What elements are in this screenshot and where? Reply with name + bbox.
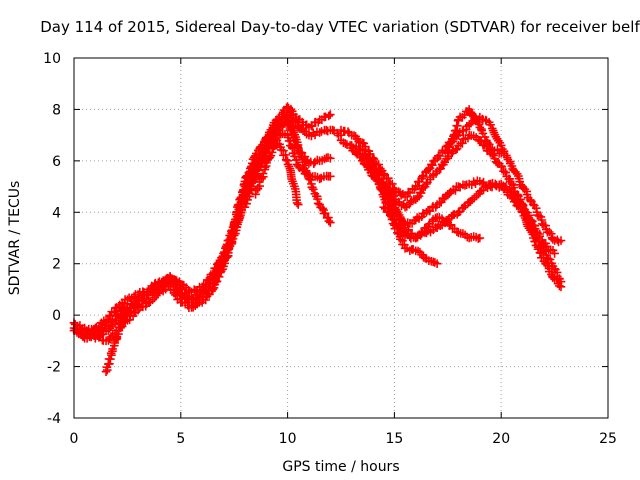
- data-point: [326, 171, 335, 181]
- x-tick-label: 20: [492, 431, 510, 447]
- data-point: [372, 170, 382, 179]
- series-track-7: [251, 135, 303, 209]
- data-point: [201, 295, 211, 305]
- data-point: [324, 216, 334, 226]
- data-point: [354, 137, 363, 146]
- y-tick-label: 6: [52, 154, 61, 170]
- data-point: [368, 159, 378, 168]
- data-point: [153, 289, 163, 298]
- data-point: [269, 131, 279, 140]
- data-point: [546, 229, 556, 239]
- data-point: [458, 139, 467, 148]
- data-point: [119, 313, 129, 322]
- data-point: [326, 110, 335, 119]
- data-point: [416, 188, 426, 198]
- series-track-14: [443, 105, 506, 158]
- data-point: [480, 132, 490, 142]
- data-point: [342, 140, 352, 149]
- data-point: [522, 190, 532, 199]
- data-point: [222, 253, 232, 262]
- data-point: [556, 282, 566, 292]
- data-point: [490, 154, 500, 163]
- y-tick-labels: -4 -2 0 2 4 6 8 10: [43, 51, 61, 427]
- data-point: [283, 112, 292, 122]
- data-point: [552, 275, 562, 285]
- data-point: [266, 135, 276, 144]
- data-point: [445, 142, 454, 152]
- data-point: [260, 163, 270, 172]
- data-point: [77, 325, 86, 334]
- data-point: [224, 244, 233, 254]
- series-track-5: [101, 308, 130, 377]
- y-tick-label: 4: [52, 205, 61, 221]
- data-point: [242, 199, 251, 209]
- data-point: [550, 249, 559, 258]
- y-tick-label: 8: [52, 102, 61, 118]
- data-point: [326, 218, 335, 227]
- data-point: [484, 140, 494, 149]
- data-point: [118, 316, 128, 325]
- y-tick-label: -4: [47, 411, 61, 427]
- series-track-6: [240, 112, 335, 227]
- x-tick-label: 10: [279, 431, 297, 447]
- data-point: [320, 208, 330, 218]
- x-tick-label: 5: [176, 431, 185, 447]
- data-point: [384, 206, 394, 216]
- data-point: [496, 141, 506, 150]
- y-axis-label: SDTVAR / TECUs: [7, 181, 23, 296]
- data-point: [364, 162, 374, 172]
- x-tick-label: 0: [70, 431, 79, 447]
- data-point: [214, 272, 224, 282]
- chart-title: Day 114 of 2015, Sidereal Day-to-day VTE…: [40, 18, 640, 36]
- data-point: [501, 168, 510, 177]
- y-tick-label: 10: [43, 51, 61, 67]
- y-tick-label: 0: [52, 308, 61, 324]
- data-point: [432, 259, 442, 269]
- data-point: [139, 295, 148, 305]
- data-point: [518, 207, 527, 217]
- data-point: [496, 148, 506, 158]
- data-point: [247, 182, 257, 191]
- data-points: [69, 102, 566, 377]
- series-track-8: [336, 112, 566, 247]
- data-point: [418, 172, 427, 182]
- plot-frame: [73, 57, 609, 419]
- data-point: [475, 233, 485, 243]
- data-point: [326, 153, 335, 163]
- series-track-13: [379, 202, 485, 243]
- y-tick-label: 2: [52, 257, 61, 273]
- data-point: [375, 180, 384, 189]
- data-point: [264, 142, 273, 152]
- x-tick-label: 15: [385, 431, 403, 447]
- data-point: [253, 166, 263, 175]
- data-point: [451, 145, 461, 155]
- data-point: [120, 308, 130, 317]
- x-tick-labels: 0 5 10 15 20 25: [70, 431, 617, 447]
- data-point: [452, 144, 462, 153]
- data-point: [212, 277, 222, 286]
- grid-lines: [74, 58, 608, 418]
- data-point: [428, 160, 437, 170]
- data-point: [343, 127, 353, 136]
- data-point: [266, 151, 276, 160]
- data-point: [306, 175, 315, 185]
- data-point: [125, 315, 134, 325]
- data-point: [510, 196, 520, 206]
- data-point: [309, 185, 318, 194]
- data-point: [267, 148, 277, 157]
- data-point: [293, 200, 303, 209]
- data-point: [404, 225, 413, 235]
- data-point: [281, 155, 291, 165]
- data-point: [321, 112, 330, 122]
- data-point: [228, 234, 238, 244]
- y-tick-label: -2: [47, 360, 61, 376]
- x-tick-label: 25: [599, 431, 617, 447]
- data-point: [304, 174, 314, 184]
- x-axis-label: GPS time / hours: [282, 459, 399, 475]
- data-point: [556, 236, 566, 245]
